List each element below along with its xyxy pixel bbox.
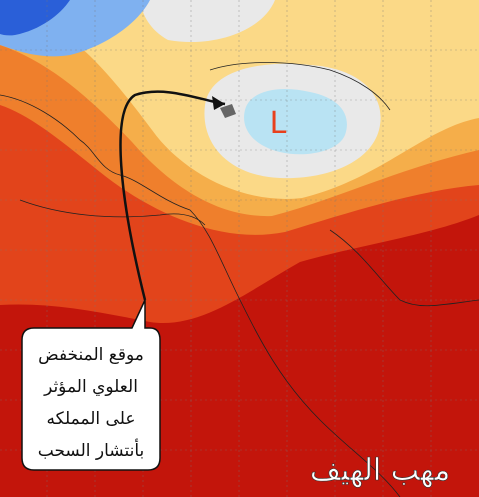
callout-line: على المملكه (46, 409, 135, 429)
dark-spot (220, 104, 236, 118)
callout-box (21, 299, 161, 471)
gray-zone (140, 0, 275, 43)
watermark: مهب الهيف (310, 453, 450, 488)
coastlines (0, 62, 479, 497)
callout-line: العلوي المؤثر (43, 377, 138, 397)
low-marker: L (270, 106, 287, 141)
arrowhead (212, 96, 225, 110)
callout-line: موقع المنخفض (38, 345, 144, 365)
arrow (119, 90, 226, 301)
light-blue-zone (244, 89, 347, 155)
blue-zone (0, 0, 70, 36)
callout-line: بأنتشار السحب (38, 438, 144, 461)
